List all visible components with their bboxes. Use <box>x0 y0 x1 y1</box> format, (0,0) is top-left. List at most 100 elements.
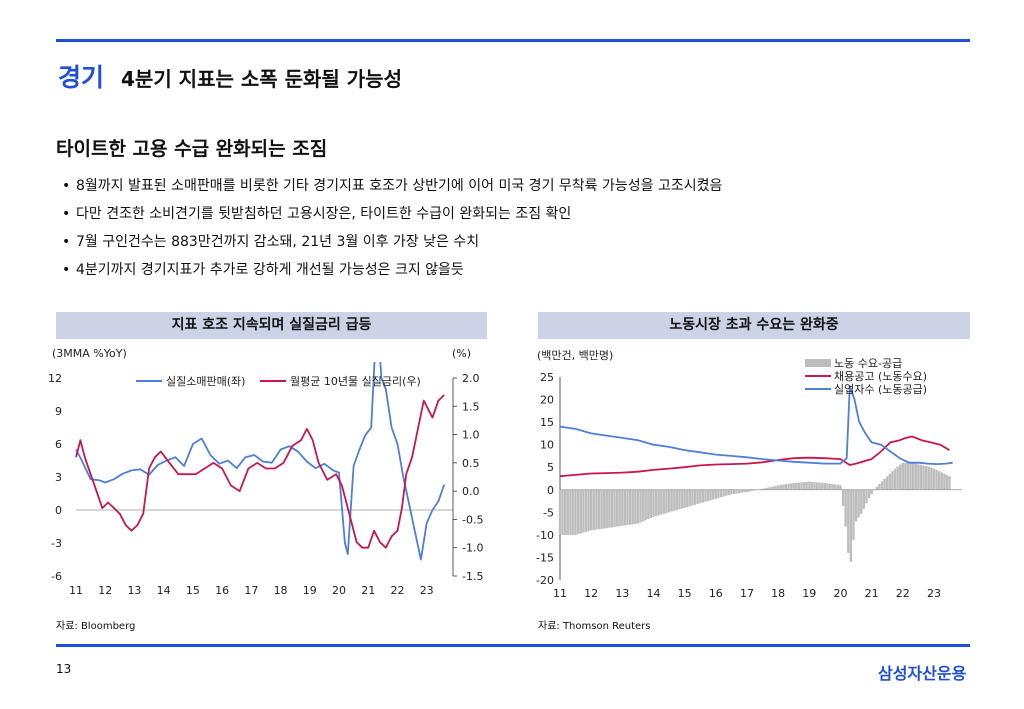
legend-label: 채용공고 (노동수요) <box>834 370 927 383</box>
bar <box>821 482 824 490</box>
bar <box>891 471 894 490</box>
x-tick-label: 18 <box>771 587 785 600</box>
y-left-tick-label: -6 <box>51 570 62 583</box>
bar <box>943 473 946 490</box>
bar <box>670 489 673 512</box>
y-tick-label: 0 <box>547 484 554 497</box>
bar <box>688 489 692 507</box>
bar <box>641 489 645 522</box>
bar <box>717 489 720 499</box>
bar <box>870 489 873 495</box>
bar <box>888 473 891 490</box>
bar <box>618 489 621 527</box>
y-right-tick-label: -1.0 <box>462 542 483 555</box>
bar <box>831 484 834 490</box>
y-tick-label: 10 <box>540 439 554 452</box>
y-left-tick-label: 6 <box>55 438 62 451</box>
bar <box>763 488 767 490</box>
bar <box>649 489 653 518</box>
bar <box>904 462 907 490</box>
y-tick-label: -10 <box>536 529 554 542</box>
x-tick-label: 21 <box>865 587 879 600</box>
bar <box>686 489 689 508</box>
bar <box>782 484 785 490</box>
bar <box>776 485 780 490</box>
bar <box>748 489 751 492</box>
bar <box>927 466 930 490</box>
legend-swatch <box>805 359 831 367</box>
bar <box>564 489 567 535</box>
bar <box>836 484 840 490</box>
legend-label: 실질소매판매(좌) <box>166 375 245 388</box>
y-tick-label: -20 <box>536 574 554 587</box>
left-chart-unit-left: (3MMA %YoY) <box>52 347 127 360</box>
bar <box>924 466 928 490</box>
bar <box>937 471 941 490</box>
bar <box>800 482 803 490</box>
bar <box>774 485 777 490</box>
x-tick-label: 22 <box>390 584 404 597</box>
y-tick-label: -5 <box>543 506 554 519</box>
bar <box>657 489 660 516</box>
bar <box>631 489 634 525</box>
left-chart-unit-right: (%) <box>452 347 472 360</box>
bar <box>797 482 801 490</box>
bar <box>852 489 855 541</box>
bar <box>579 489 582 534</box>
bar <box>561 489 564 535</box>
x-tick-label: 15 <box>678 587 692 600</box>
right-chart-source: 자료: Thomson Reuters <box>538 621 651 632</box>
y-left-tick-label: 3 <box>55 471 62 484</box>
bar <box>878 483 881 490</box>
bar <box>834 484 837 490</box>
bar <box>912 462 915 490</box>
bar <box>639 489 642 523</box>
bar <box>727 489 730 496</box>
bar <box>899 464 902 490</box>
bar <box>896 466 899 490</box>
bar <box>730 489 733 495</box>
bar <box>787 483 790 490</box>
x-tick-label: 18 <box>274 584 288 597</box>
x-tick-label: 21 <box>361 584 375 597</box>
x-tick-label: 23 <box>927 587 941 600</box>
y-left-tick-label: 9 <box>55 405 62 418</box>
bar <box>865 489 868 504</box>
x-tick-label: 15 <box>186 584 200 597</box>
bar <box>883 478 886 490</box>
bar <box>706 489 710 502</box>
x-tick-label: 13 <box>127 584 141 597</box>
bar <box>854 489 858 522</box>
bullet-text: 4분기까지 경기지표가 추가로 강하게 개선될 가능성은 크지 않을듯 <box>76 262 464 278</box>
brand-logo: 삼성자산운용 <box>878 664 967 683</box>
bar <box>600 489 603 529</box>
bar <box>813 482 816 490</box>
bar <box>589 489 593 531</box>
bar <box>566 489 569 535</box>
bar <box>805 481 808 490</box>
bar <box>673 489 676 511</box>
bar <box>738 489 741 494</box>
right-chart-header: 노동시장 초과 수요는 완화중 <box>538 312 970 339</box>
x-tick-label: 20 <box>332 584 346 597</box>
bar <box>815 482 819 490</box>
x-tick-label: 14 <box>646 587 660 600</box>
bar <box>789 483 793 490</box>
bar <box>623 489 627 526</box>
y-right-tick-label: -1.5 <box>462 570 483 583</box>
bar <box>592 489 595 531</box>
bar <box>667 489 671 513</box>
bar <box>571 489 575 535</box>
bar <box>699 489 702 504</box>
bar <box>886 476 889 490</box>
bar <box>704 489 707 502</box>
bullet-text: 8월까지 발표된 소매판매를 비롯한 기타 경기지표 호조가 상반기에 이어 미… <box>76 178 723 194</box>
bar <box>613 489 616 527</box>
bar <box>857 489 860 518</box>
bar <box>839 485 842 490</box>
series-line-retail-sales <box>75 362 446 561</box>
bar <box>582 489 585 533</box>
y-tick-label: 15 <box>540 416 554 429</box>
bar <box>802 482 806 490</box>
top-rule <box>56 39 970 42</box>
